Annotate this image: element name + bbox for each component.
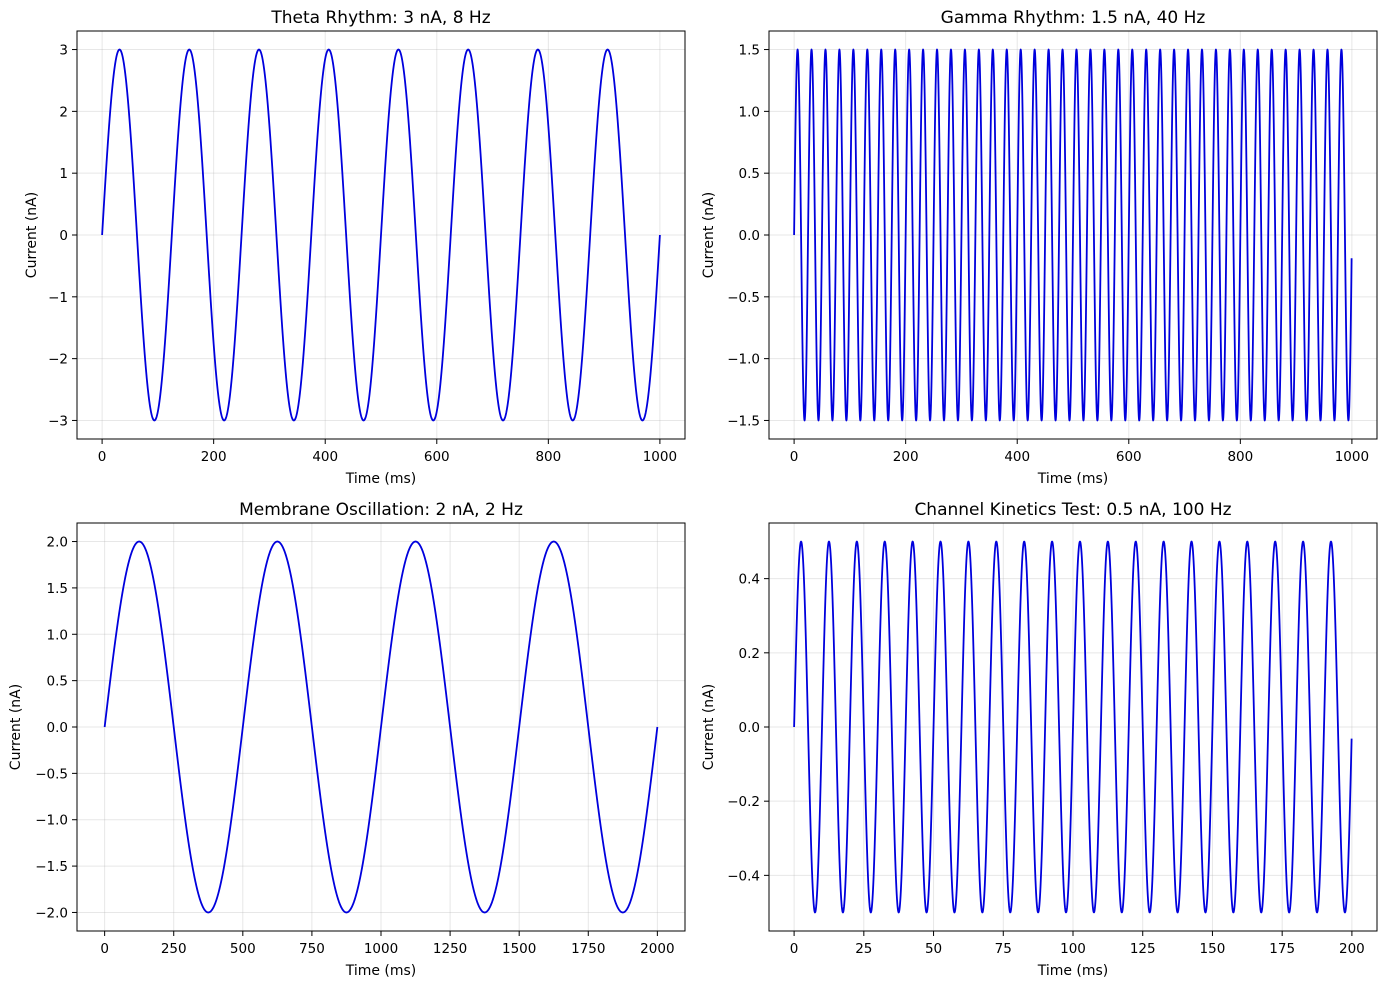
x-tick-label: 1250 bbox=[433, 941, 467, 957]
y-axis-label: Current (nA) bbox=[8, 684, 24, 770]
x-tick-label: 1000 bbox=[643, 449, 677, 465]
chart-panel-3: 0 250 500 750 1000 1250 1500 1750 2000 −2.0 −1.5 −1… bbox=[8, 500, 686, 979]
chart-title: Gamma Rhythm: 1.5 nA, 40 Hz bbox=[941, 8, 1206, 28]
y-tick-label: −1.0 bbox=[727, 352, 760, 368]
x-tick-label: 0 bbox=[100, 941, 109, 957]
x-tick-label: 1500 bbox=[502, 941, 536, 957]
x-tick-label: 250 bbox=[161, 941, 187, 957]
y-tick-label: −0.5 bbox=[727, 290, 760, 306]
y-tick-label: 3 bbox=[59, 43, 68, 59]
x-tick-label: 200 bbox=[201, 449, 227, 465]
x-axis-label: Time (ms) bbox=[1037, 963, 1109, 979]
x-tick-label: 600 bbox=[1116, 449, 1142, 465]
x-tick-label: 175 bbox=[1269, 941, 1295, 957]
chart-panel-4: 0 25 50 75 100 125 150 175 200 −0.4 −0.2 0.0 0.2 0.4 C… bbox=[701, 500, 1378, 979]
x-tick-label: 0 bbox=[790, 941, 799, 957]
series-line-1 bbox=[793, 540, 1353, 914]
y-tick-label: 0.0 bbox=[739, 228, 760, 244]
y-tick-label: −2 bbox=[48, 352, 68, 368]
y-tick-label: 0.5 bbox=[739, 166, 760, 182]
y-tick-label: −1.5 bbox=[35, 859, 68, 875]
x-tick-label: 0 bbox=[98, 449, 107, 465]
y-tick-label: −1.0 bbox=[35, 813, 68, 829]
chart-panel-2: 0 200 400 600 800 1000 −1.5 −1.0 −0.5 0.0 0.5 1.0 1.… bbox=[701, 8, 1378, 487]
x-tick-label: 125 bbox=[1130, 941, 1156, 957]
chart-panel-1: 0 200 400 600 800 1000 −3 −2 −1 0 1 2 3 Theta Rhythm:… bbox=[24, 8, 686, 487]
y-tick-label: 0.0 bbox=[739, 720, 760, 736]
x-tick-label: 750 bbox=[299, 941, 325, 957]
x-tick-label: 100 bbox=[1060, 941, 1086, 957]
x-tick-label: 75 bbox=[995, 941, 1012, 957]
x-tick-label: 1000 bbox=[364, 941, 398, 957]
y-tick-label: 0.0 bbox=[47, 720, 68, 736]
chart-title: Theta Rhythm: 3 nA, 8 Hz bbox=[270, 8, 490, 28]
y-tick-label: 1.0 bbox=[47, 627, 68, 643]
x-tick-label: 600 bbox=[424, 449, 450, 465]
x-tick-label: 200 bbox=[893, 449, 919, 465]
series-line-1 bbox=[793, 48, 1353, 422]
x-axis-label: Time (ms) bbox=[345, 471, 417, 487]
y-tick-label: −0.5 bbox=[35, 766, 68, 782]
chart-title: Membrane Oscillation: 2 nA, 2 Hz bbox=[239, 500, 523, 520]
y-tick-label: 1 bbox=[59, 166, 68, 182]
y-tick-label: 0.4 bbox=[739, 572, 760, 588]
x-tick-label: 800 bbox=[535, 449, 561, 465]
y-tick-label: 1.5 bbox=[739, 43, 760, 59]
x-tick-label: 1750 bbox=[571, 941, 605, 957]
y-tick-label: 1.0 bbox=[739, 104, 760, 120]
chart-title: Channel Kinetics Test: 0.5 nA, 100 Hz bbox=[914, 500, 1231, 520]
y-tick-label: −1.5 bbox=[727, 413, 760, 429]
y-tick-label: 2.0 bbox=[47, 535, 68, 551]
y-axis-label: Current (nA) bbox=[701, 192, 717, 278]
y-tick-label: 0.5 bbox=[47, 674, 68, 690]
y-tick-label: −0.4 bbox=[727, 868, 760, 884]
y-tick-label: 1.5 bbox=[47, 581, 68, 597]
y-tick-label: −3 bbox=[48, 413, 68, 429]
y-tick-label: 2 bbox=[59, 104, 68, 120]
y-tick-label: −1 bbox=[48, 290, 68, 306]
series-line-1 bbox=[103, 540, 659, 914]
series-line-1 bbox=[101, 48, 661, 422]
x-tick-label: 2000 bbox=[640, 941, 674, 957]
y-axis-label: Current (nA) bbox=[701, 684, 717, 770]
x-tick-label: 50 bbox=[925, 941, 942, 957]
y-tick-label: 0.2 bbox=[739, 646, 760, 662]
x-tick-label: 25 bbox=[855, 941, 872, 957]
x-tick-label: 800 bbox=[1227, 449, 1253, 465]
x-tick-label: 400 bbox=[312, 449, 338, 465]
x-tick-label: 200 bbox=[1339, 941, 1365, 957]
x-tick-label: 0 bbox=[790, 449, 799, 465]
y-axis-label: Current (nA) bbox=[24, 192, 40, 278]
y-tick-label: −0.2 bbox=[727, 794, 760, 810]
y-tick-label: −2.0 bbox=[35, 905, 68, 921]
x-tick-label: 500 bbox=[230, 941, 256, 957]
x-tick-label: 150 bbox=[1200, 941, 1226, 957]
y-tick-label: 0 bbox=[59, 228, 68, 244]
x-tick-label: 400 bbox=[1004, 449, 1030, 465]
x-axis-label: Time (ms) bbox=[345, 963, 417, 979]
x-tick-label: 1000 bbox=[1335, 449, 1369, 465]
x-axis-label: Time (ms) bbox=[1037, 471, 1109, 487]
